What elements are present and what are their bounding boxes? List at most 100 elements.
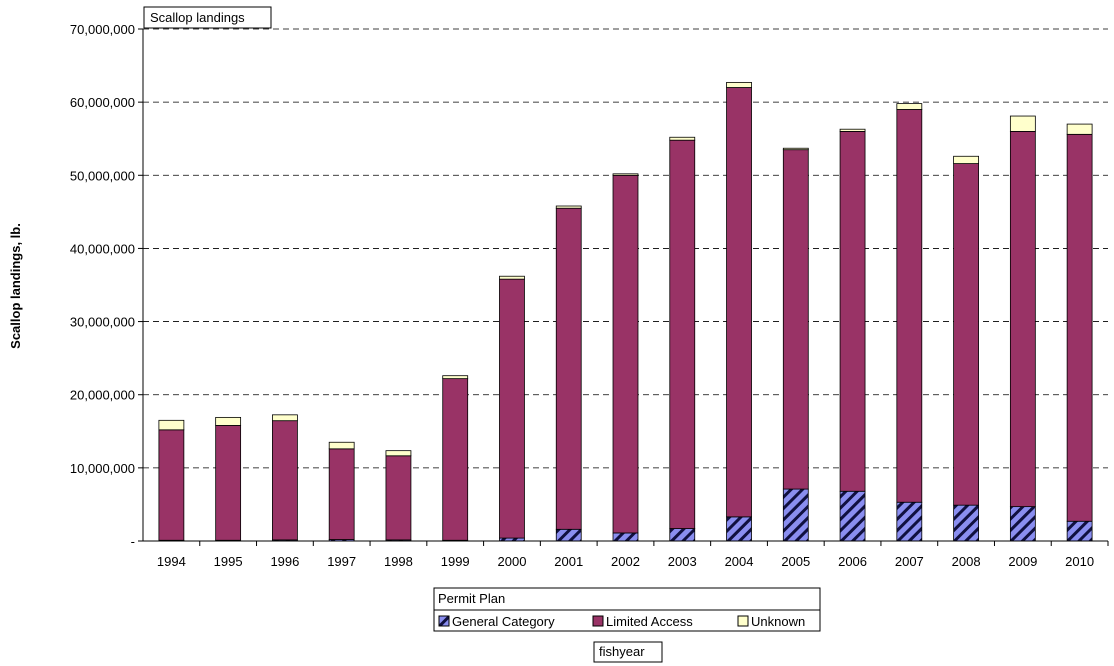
x-tick-label: 2007 <box>895 554 924 569</box>
x-axis-label-box: fishyear <box>593 641 663 663</box>
y-axis-label: Scallop landings, lb. <box>8 223 23 349</box>
legend-label-unknown: Unknown <box>751 614 805 629</box>
bar-unknown-1997 <box>328 441 355 450</box>
bar-stack-1995 <box>215 416 242 542</box>
x-tick-label: 2006 <box>838 554 867 569</box>
legend-item-limited-access: Limited Access <box>592 614 693 629</box>
bar-stack-2008 <box>953 155 979 542</box>
bar-limited-access-2008 <box>953 163 979 506</box>
bar-unknown-2001 <box>555 205 582 209</box>
bar-stack-2004 <box>726 81 752 542</box>
bar-limited-access-1996 <box>272 420 298 541</box>
bar-unknown-2009 <box>1009 115 1036 132</box>
legend-swatch-limited-access <box>592 615 604 627</box>
legend-swatch-general-category <box>438 615 450 627</box>
bar-unknown-1996 <box>272 414 298 422</box>
legend-item-unknown: Unknown <box>737 614 805 629</box>
bar-general-category-2004 <box>726 516 752 542</box>
bar-unknown-2007 <box>896 103 923 110</box>
bar-limited-access-1999 <box>442 378 469 541</box>
bar-limited-access-2010 <box>1066 133 1093 522</box>
x-tick-label: 2004 <box>725 554 754 569</box>
bar-limited-access-1994 <box>158 429 185 541</box>
y-tick-label: 20,000,000 <box>70 388 135 403</box>
bar-general-category-2010 <box>1066 520 1093 542</box>
bar-limited-access-2006 <box>839 130 866 492</box>
bar-limited-access-2000 <box>499 278 525 539</box>
x-tick-labels: 1994 1995 1996 1997 1998 1999 2000 2001 2002 2003… <box>157 541 1109 569</box>
bar-stack-1998 <box>385 450 412 542</box>
bar-general-category-2001 <box>555 528 582 542</box>
bar-general-category-2009 <box>1009 506 1036 542</box>
bar-unknown-2003 <box>669 136 696 141</box>
legend-item-general-category: General Category <box>438 614 555 629</box>
bar-stack-1997 <box>328 441 355 542</box>
x-tick-label: 1997 <box>327 554 356 569</box>
bar-stack-1996 <box>272 414 298 542</box>
bar-stack-2001 <box>555 205 582 542</box>
x-tick-label: 1994 <box>157 554 186 569</box>
y-tick-label: 40,000,000 <box>70 241 135 256</box>
bar-general-category-2002 <box>612 532 639 542</box>
bar-stack-2010 <box>1066 123 1093 542</box>
bar-limited-access-2009 <box>1009 130 1036 508</box>
bar-stack-2006 <box>839 128 866 542</box>
x-tick-label: 2000 <box>498 554 527 569</box>
bar-limited-access-2004 <box>726 87 752 518</box>
bar-stack-1994 <box>158 419 185 542</box>
y-tick-label: 70,000,000 <box>70 22 135 37</box>
bar-limited-access-2002 <box>612 174 639 534</box>
bar-general-category-2005 <box>782 488 809 542</box>
bar-unknown-1995 <box>215 416 242 426</box>
legend-title: Permit Plan <box>438 591 505 606</box>
bar-stack-2003 <box>669 136 696 542</box>
bar-general-category-2003 <box>669 528 696 542</box>
y-tick-label: 60,000,000 <box>70 95 135 110</box>
bar-limited-access-2003 <box>669 139 696 529</box>
bar-unknown-2008 <box>953 155 979 164</box>
bar-unknown-1999 <box>442 375 469 380</box>
y-tick-label: - <box>131 534 135 549</box>
bar-stack-2002 <box>612 173 639 542</box>
x-tick-label: 1999 <box>441 554 470 569</box>
legend-label-limited-access: Limited Access <box>606 614 693 629</box>
x-tick-label: 2009 <box>1008 554 1037 569</box>
bar-limited-access-2001 <box>555 207 582 530</box>
y-tick-labels: - 10,000,000 20,000,000 30,000,000 40,000,00… <box>70 22 143 549</box>
bar-limited-access-1998 <box>385 455 412 541</box>
bar-limited-access-2007 <box>896 109 923 503</box>
x-tick-label: 2010 <box>1065 554 1094 569</box>
y-tick-label: 30,000,000 <box>70 315 135 330</box>
y-tick-label: 50,000,000 <box>70 168 135 183</box>
legend: Permit Plan General Category Limited Acc… <box>433 587 821 632</box>
bar-stacks <box>158 81 1093 542</box>
bar-stack-1999 <box>442 375 469 542</box>
x-tick-label: 1996 <box>270 554 299 569</box>
bar-stack-2000 <box>499 275 525 542</box>
bar-unknown-1998 <box>385 450 412 457</box>
x-axis-label: fishyear <box>599 644 645 659</box>
chart-title-box: Scallop landings <box>143 6 272 29</box>
bar-limited-access-1995 <box>215 425 242 541</box>
bar-unknown-2004 <box>726 81 752 88</box>
bar-unknown-2002 <box>612 173 639 176</box>
x-tick-label: 1995 <box>214 554 243 569</box>
x-tick-label: 2002 <box>611 554 640 569</box>
bar-unknown-1994 <box>158 419 185 431</box>
bar-unknown-2005 <box>782 147 809 151</box>
bar-general-category-2006 <box>839 490 866 542</box>
legend-label-general-category: General Category <box>452 614 555 629</box>
bar-limited-access-2005 <box>782 149 809 490</box>
x-tick-label: 1998 <box>384 554 413 569</box>
legend-swatch-unknown <box>737 615 749 627</box>
y-tick-label: 10,000,000 <box>70 461 135 476</box>
bar-limited-access-1997 <box>328 448 355 540</box>
bar-unknown-2000 <box>499 275 525 280</box>
x-tick-label: 2008 <box>952 554 981 569</box>
x-tick-label: 2003 <box>668 554 697 569</box>
x-tick-label: 2001 <box>554 554 583 569</box>
chart-title: Scallop landings <box>150 10 245 25</box>
bar-unknown-2006 <box>839 128 866 132</box>
bar-stack-2007 <box>896 103 923 542</box>
